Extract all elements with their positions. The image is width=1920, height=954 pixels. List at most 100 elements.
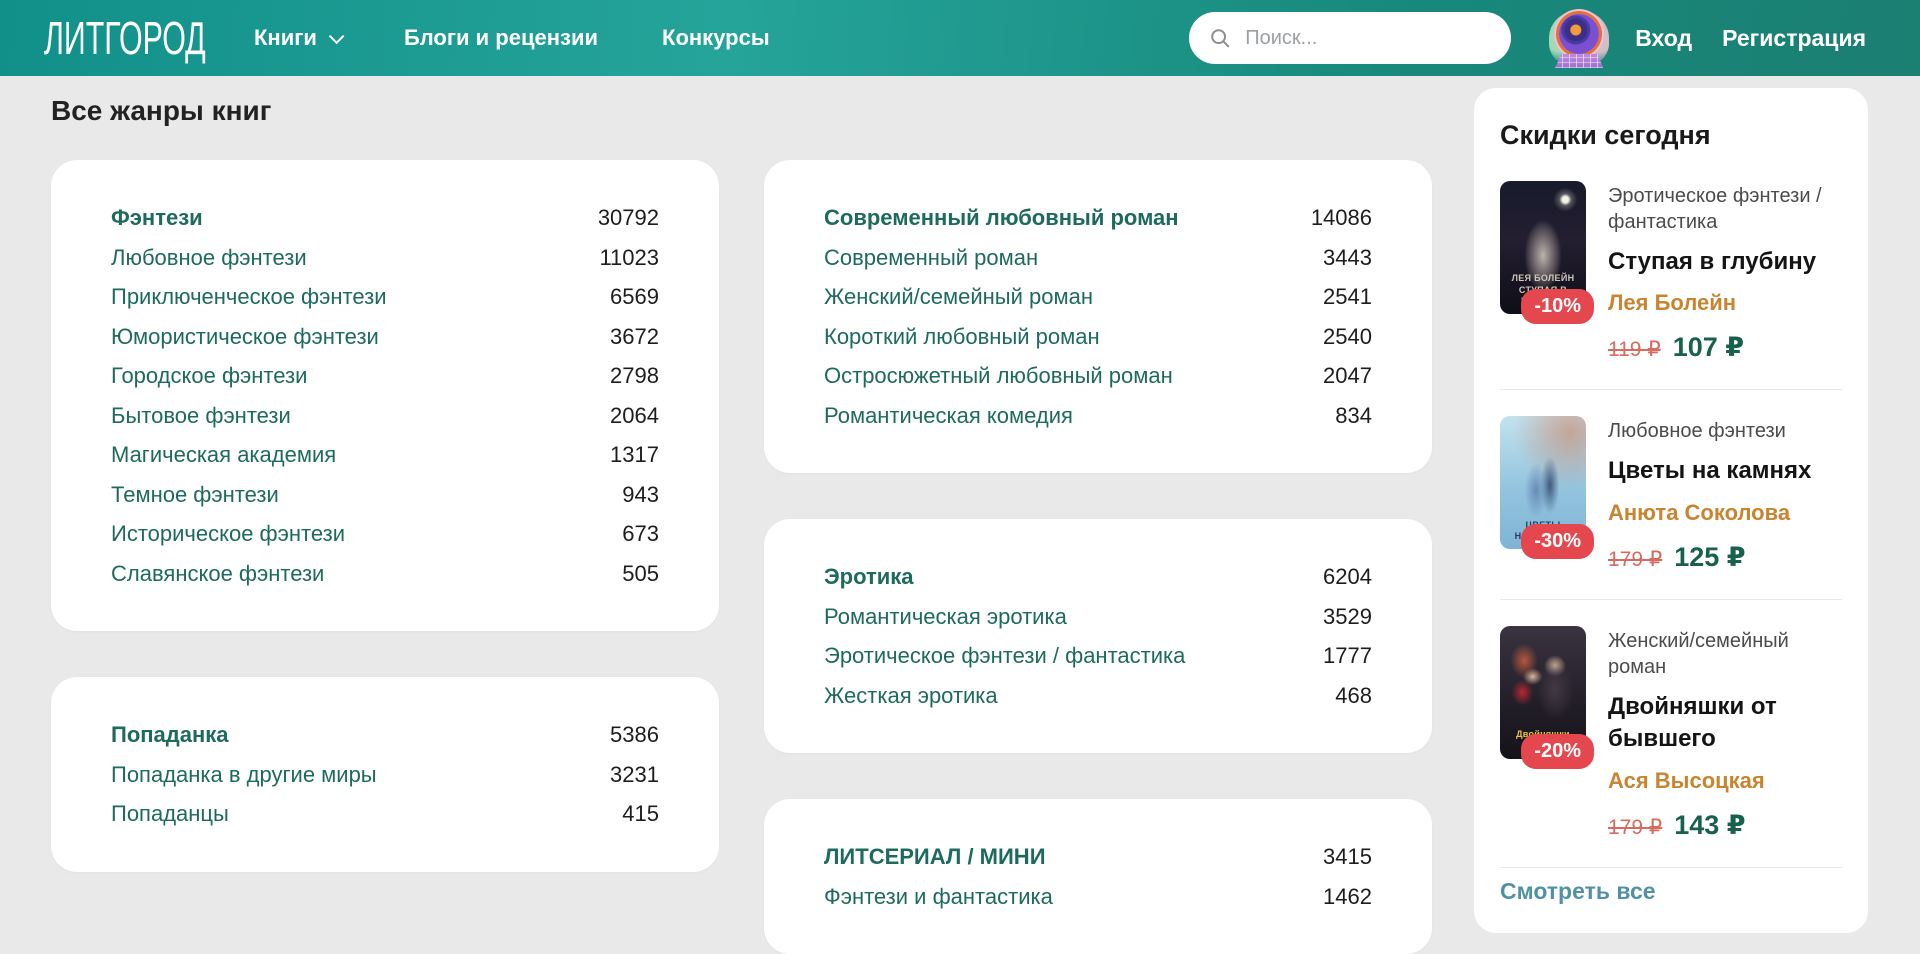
book-cover[interactable]: ЦВЕТЫ НА КАМНЯХ -30% [1500, 416, 1594, 560]
genre-row: Короткий любовный роман 2540 [824, 317, 1372, 357]
genre-row: Эротическое фэнтези / фантастика 1777 [824, 636, 1372, 676]
discount-badge: -10% [1521, 289, 1594, 324]
genre-count: 2798 [610, 363, 659, 388]
genre-link[interactable]: Жесткая эротика [824, 682, 998, 708]
mascot-portal-ring [1559, 14, 1600, 54]
genre-row: Попаданка 5386 [111, 715, 659, 755]
genre-link[interactable]: Современный роман [824, 244, 1039, 270]
chevron-down-icon [328, 28, 345, 44]
book-category-link[interactable]: Женский/семейный роман [1608, 629, 1789, 678]
book-author-link[interactable]: Лея Болейн [1608, 290, 1737, 316]
genre-link[interactable]: Женский/семейный роман [824, 284, 1093, 309]
genre-row: Эротика 6204 [824, 557, 1372, 597]
genre-row: Историческое фэнтези 673 [111, 514, 659, 554]
book-author-link[interactable]: Ася Высоцкая [1608, 767, 1765, 793]
nav-blogs-label: Блоги и рецензии [403, 25, 599, 50]
book-new-price: 125 ₽ [1674, 541, 1746, 572]
nav-contests[interactable]: Конкурсы [662, 25, 770, 51]
genre-link[interactable]: Историческое фэнтези [111, 521, 345, 546]
genre-card-litserial: ЛИТСЕРИАЛ / МИНИ 3415 Фэнтези и фантастик… [764, 799, 1432, 954]
genre-card-fantasy: Фэнтези 30792 Любовное фэнтези 11023 Прикл… [51, 160, 719, 631]
nav-books[interactable]: Книги [254, 25, 345, 51]
genre-count: 6569 [610, 284, 659, 309]
genre-row: Городское фэнтези 2798 [111, 356, 659, 396]
book-old-price: 119 ₽ [1608, 338, 1661, 362]
genre-link[interactable]: Темное фэнтези [111, 481, 279, 507]
genre-count: 14086 [1310, 205, 1372, 230]
genre-link[interactable]: Попаданка [111, 722, 229, 747]
genre-row: Остросюжетный любовный роман 2047 [824, 356, 1372, 396]
genre-link[interactable]: Эротическое фэнтези / фантастика [824, 643, 1186, 668]
book-cover[interactable]: Двойняшки от Б -20% [1500, 625, 1594, 769]
genre-link[interactable]: Короткий любовный роман [824, 323, 1100, 349]
book-old-price: 179 ₽ [1608, 815, 1663, 839]
genre-row: Любовное фэнтези 11023 [111, 238, 659, 278]
book-title-link[interactable]: Двойняшки от бывшего [1608, 692, 1777, 753]
genre-row: Романтическая комедия 834 [824, 396, 1372, 436]
genre-row: Магическая академия 1317 [111, 435, 659, 475]
genre-link[interactable]: Магическая академия [111, 442, 337, 467]
genre-count: 1462 [1323, 883, 1372, 909]
genre-row: ЛИТСЕРИАЛ / МИНИ 3415 [824, 837, 1372, 877]
genre-row: Попаданцы 415 [111, 794, 659, 834]
genre-link[interactable]: Фэнтези и фантастика [824, 883, 1053, 909]
genre-link[interactable]: Романтическая комедия [824, 402, 1073, 428]
genre-link[interactable]: Фэнтези [111, 205, 203, 230]
genres-section: Все жанры книг Фэнтези 30792 Любовное фэн… [51, 76, 1432, 954]
genre-column-2: Современный любовный роман 14086 Современ… [764, 160, 1432, 954]
book-category-link[interactable]: Любовное фэнтези [1608, 420, 1786, 443]
genre-link[interactable]: Славянское фэнтези [111, 560, 325, 586]
nav-blogs[interactable]: Блоги и рецензии [404, 25, 598, 51]
genre-row: Жесткая эротика 468 [824, 676, 1372, 716]
see-all-link[interactable]: Смотреть все [1500, 877, 1656, 904]
discount-book-item: ЛЕЯ БОЛЕЙН СТУПАЯ В ГЛУБИНУ -10% Эротиче… [1500, 181, 1842, 391]
book-cover[interactable]: ЛЕЯ БОЛЕЙН СТУПАЯ В ГЛУБИНУ -10% [1500, 181, 1594, 324]
genre-link[interactable]: Попаданцы [111, 801, 229, 826]
site-logo[interactable]: ЛИТГОРОД [44, 12, 206, 64]
genre-row: Славянское фэнтези 505 [111, 554, 659, 594]
genre-link[interactable]: ЛИТСЕРИАЛ / МИНИ [824, 844, 1046, 869]
genre-count: 3529 [1323, 603, 1372, 629]
genre-count: 505 [622, 560, 659, 586]
genre-link[interactable]: Романтическая эротика [824, 603, 1067, 629]
genre-count: 943 [622, 481, 659, 507]
genre-link[interactable]: Современный любовный роман [824, 205, 1179, 230]
main-nav: Книги Блоги и рецензии Конкурсы [254, 25, 770, 51]
genre-count: 3231 [610, 761, 659, 787]
genre-count: 673 [622, 521, 659, 546]
genre-link[interactable]: Городское фэнтези [111, 363, 308, 388]
register-button[interactable]: Регистрация [1722, 24, 1866, 51]
book-category-link[interactable]: Эротическое фэнтези / фантастика [1608, 185, 1822, 233]
genre-link[interactable]: Юмористическое фэнтези [111, 323, 379, 349]
genre-row: Попаданка в другие миры 3231 [111, 755, 659, 795]
search-input[interactable] [1243, 25, 1478, 51]
book-title-link[interactable]: Цветы на камнях [1608, 457, 1812, 485]
top-navbar: ЛИТГОРОД Книги Блоги и рецензии Конкурсы… [0, 0, 1920, 76]
genre-column-1: Фэнтези 30792 Любовное фэнтези 11023 Прикл… [51, 160, 719, 954]
genre-count: 30792 [597, 205, 659, 230]
genre-card-erotica: Эротика 6204 Романтическая эротика 3529 Эр… [764, 519, 1432, 753]
nav-contests-label: Конкурсы [662, 25, 770, 50]
genre-count: 2047 [1323, 363, 1372, 388]
search-icon[interactable] [1209, 27, 1231, 49]
genre-link[interactable]: Остросюжетный любовный роман [824, 363, 1173, 388]
genre-link[interactable]: Попаданка в другие миры [111, 761, 377, 787]
page-title: Все жанры книг [51, 95, 272, 126]
genre-count: 468 [1335, 682, 1372, 708]
genre-card-romance: Современный любовный роман 14086 Современ… [764, 160, 1432, 473]
login-button[interactable]: Вход [1635, 24, 1693, 51]
genre-link[interactable]: Приключенческое фэнтези [111, 284, 387, 309]
mascot-portal-icon [1545, 8, 1613, 68]
book-new-price: 143 ₽ [1674, 809, 1746, 840]
genre-count: 2064 [610, 402, 659, 428]
book-title-link[interactable]: Ступая в глубину [1608, 248, 1817, 275]
page-content: Все жанры книг Фэнтези 30792 Любовное фэн… [0, 76, 1920, 954]
genre-count: 11023 [599, 244, 659, 270]
genre-link[interactable]: Бытовое фэнтези [111, 402, 291, 428]
genre-row: Современный любовный роман 14086 [824, 198, 1372, 238]
genre-link[interactable]: Любовное фэнтези [111, 244, 307, 270]
genre-count: 5386 [610, 722, 659, 747]
book-author-link[interactable]: Анюта Соколова [1608, 499, 1791, 525]
mascot-grid-floor [1555, 54, 1604, 68]
genre-link[interactable]: Эротика [824, 564, 914, 589]
